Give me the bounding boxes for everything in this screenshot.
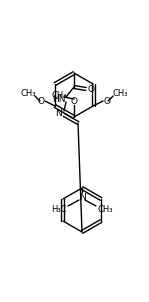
Text: O: O [70, 97, 77, 105]
Text: N: N [79, 192, 85, 201]
Text: O: O [37, 97, 44, 105]
Text: O: O [87, 85, 94, 94]
Text: O: O [104, 97, 111, 105]
Text: HN: HN [52, 95, 66, 104]
Text: CH₃: CH₃ [51, 92, 67, 101]
Text: CH₃: CH₃ [112, 89, 128, 98]
Text: CH₃: CH₃ [20, 89, 36, 98]
Text: N: N [56, 108, 62, 117]
Text: H₃C: H₃C [51, 205, 67, 214]
Text: CH₃: CH₃ [97, 205, 113, 214]
